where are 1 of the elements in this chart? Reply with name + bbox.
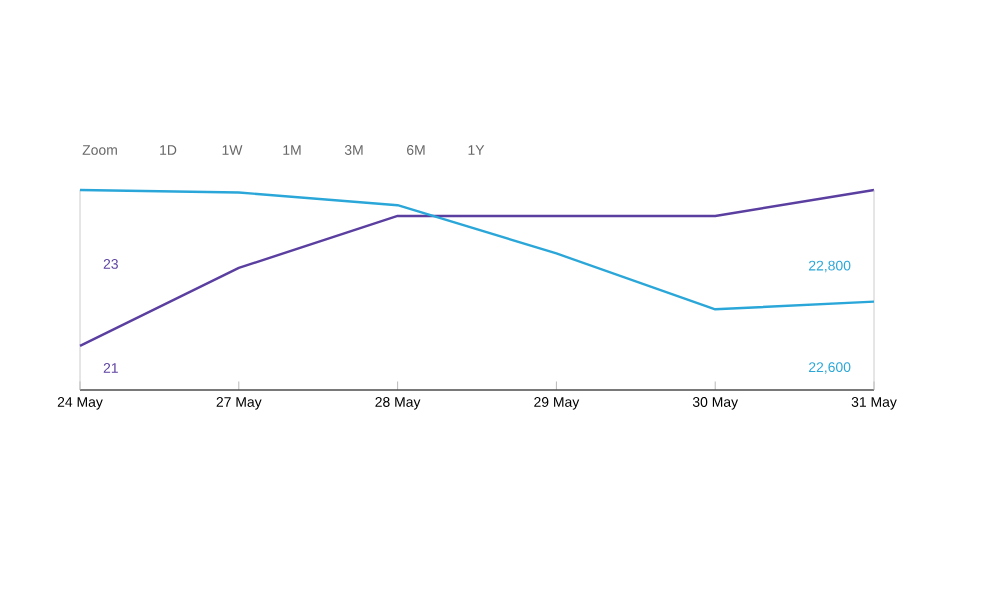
line-series [78, 188, 876, 311]
